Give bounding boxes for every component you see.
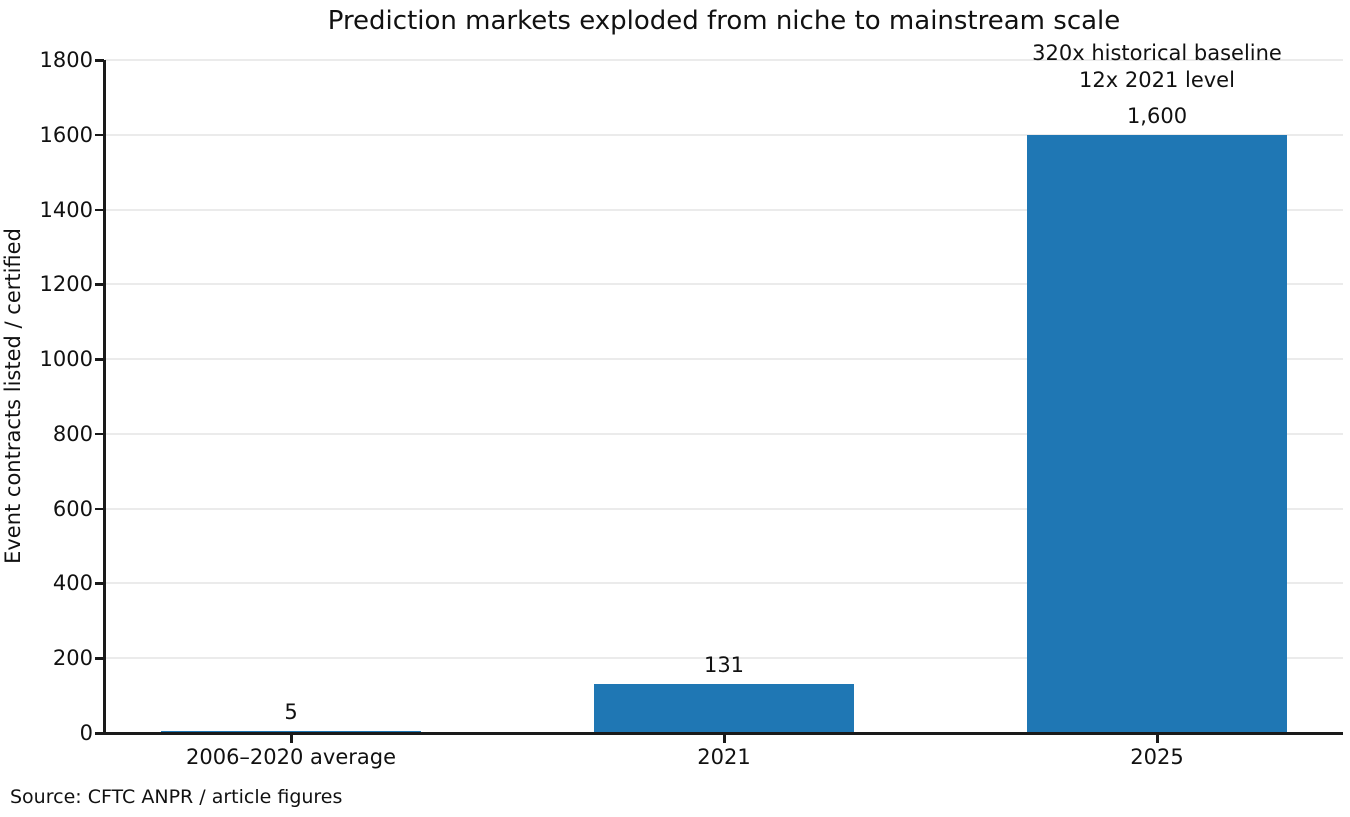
gridline-y-400 (105, 582, 1343, 585)
ytick-mark-600 (95, 507, 104, 511)
annotation-line-1: 320x historical baseline (1032, 41, 1282, 65)
gridline-y-200 (105, 657, 1343, 660)
xtick-mark-1 (723, 734, 726, 743)
bar-value-label-0: 5 (284, 700, 298, 724)
ytick-label-600: 600 (52, 496, 93, 521)
bar-value-label-1: 131 (703, 653, 745, 677)
xtick-label-0: 2006–2020 average (185, 745, 397, 769)
bar-2025 (1027, 134, 1287, 733)
ytick-mark-400 (95, 582, 104, 585)
bar-2021 (594, 684, 854, 733)
gridline-y-1400 (105, 208, 1343, 211)
bar-annotation: 320x historical baseline 12x 2021 level (937, 40, 1350, 94)
source-note: Source: CFTC ANPR / article figures (10, 786, 343, 808)
xtick-mark-0 (290, 734, 293, 743)
ytick-label-1600: 1600 (39, 122, 93, 147)
bar-value-label-2: 1,600 (1126, 104, 1188, 128)
ytick-label-1200: 1200 (39, 272, 93, 297)
xtick-label-1: 2021 (697, 745, 751, 769)
gridline-y-1000 (105, 358, 1343, 361)
x-axis-line (103, 732, 1343, 735)
ytick-mark-1000 (95, 358, 104, 361)
gridline-y-1600 (105, 133, 1343, 136)
y-axis-line (103, 60, 106, 734)
ytick-label-1800: 1800 (39, 48, 93, 72)
chart-title: Prediction markets exploded from niche t… (327, 6, 1121, 36)
xtick-label-2: 2025 (1130, 745, 1184, 769)
gridline-y-600 (105, 507, 1343, 510)
ytick-mark-1200 (95, 283, 104, 286)
ytick-mark-0 (95, 732, 104, 735)
ytick-label-200: 200 (52, 646, 93, 671)
ytick-label-800: 800 (52, 421, 93, 446)
gridline-y-1200 (105, 283, 1343, 286)
xtick-mark-2 (1156, 734, 1159, 743)
ytick-label-1400: 1400 (39, 197, 93, 222)
ytick-mark-200 (95, 657, 104, 660)
ytick-mark-1800 (95, 59, 104, 62)
ytick-mark-800 (95, 432, 104, 436)
ytick-mark-1400 (95, 208, 104, 212)
gridline-y-1800 (105, 59, 1343, 61)
ytick-label-1000: 1000 (39, 347, 93, 372)
plot-area (105, 59, 1343, 733)
ytick-label-400: 400 (52, 571, 93, 596)
ytick-label-0: 0 (79, 721, 93, 745)
gridline-y-800 (105, 432, 1343, 435)
annotation-line-2: 12x 2021 level (1079, 68, 1235, 92)
ytick-mark-1600 (95, 133, 104, 137)
